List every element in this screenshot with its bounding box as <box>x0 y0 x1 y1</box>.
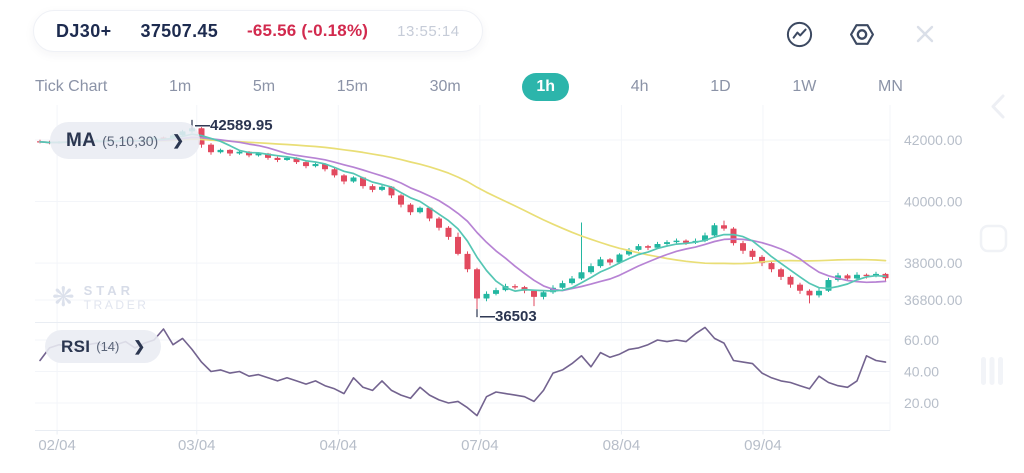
tab-4h[interactable]: 4h <box>630 78 649 95</box>
indicator-icon <box>786 21 812 47</box>
tab-tick-chart[interactable]: Tick Chart <box>35 78 108 95</box>
watermark-line2: TRADER <box>83 298 149 312</box>
tab-mn[interactable]: MN <box>878 78 903 95</box>
date-axis-label: 03/04 <box>178 437 216 454</box>
timeframe-tabs: Tick Chart 1m 5m 15m 30m 1h 4h 1D 1W MN <box>35 71 903 103</box>
settings-button[interactable] <box>847 19 877 49</box>
price-axis-label: 40000.00 <box>904 194 963 210</box>
price-axis-label: 42000.00 <box>904 132 963 148</box>
close-icon <box>916 25 934 43</box>
chevron-right-icon[interactable]: ❯ <box>133 338 146 354</box>
rsi-label: RSI <box>61 336 91 356</box>
snowflake-icon: ❋ <box>52 282 75 312</box>
rsi-params: (14) <box>96 339 120 354</box>
watermark-line1: STAR <box>83 283 135 298</box>
square-tool-icon[interactable] <box>979 224 1008 253</box>
low-annotation: —36503 <box>480 308 537 325</box>
rsi-line <box>39 326 887 417</box>
tab-1h[interactable]: 1h <box>522 73 570 101</box>
date-axis-label: 07/04 <box>461 437 499 454</box>
price-change: -65.56 (-0.18%) <box>247 21 369 40</box>
quote-time: 13:55:14 <box>397 22 460 40</box>
date-axis-label: 09/04 <box>744 437 782 454</box>
last-price: 37507.45 <box>140 20 219 41</box>
ma-indicator-pill[interactable]: MA (5,10,30) ❯ <box>50 122 200 159</box>
tab-1d[interactable]: 1D <box>710 78 731 95</box>
quote-header: DJ30+ 37507.45 -65.56 (-0.18%) 13:55:14 <box>33 10 483 52</box>
ma10-line <box>39 136 887 292</box>
tab-5m[interactable]: 5m <box>252 78 276 95</box>
price-axis-label: 38000.00 <box>904 255 963 271</box>
tab-1m[interactable]: 1m <box>168 78 192 95</box>
rsi-indicator-pill[interactable]: RSI (14) ❯ <box>45 330 162 363</box>
high-annotation: —42589.95 <box>195 117 273 134</box>
bars-tool-icon[interactable] <box>981 357 1003 385</box>
rsi-axis-label: 20.00 <box>904 395 939 411</box>
ma-params: (5,10,30) <box>102 132 159 149</box>
symbol-label: DJ30+ <box>56 20 112 41</box>
price-axis-label: 36800.00 <box>904 292 963 308</box>
date-axis-label: 02/04 <box>38 437 76 454</box>
rsi-axis-label: 40.00 <box>904 364 939 380</box>
close-button[interactable] <box>910 19 940 49</box>
indicator-button[interactable] <box>784 19 814 49</box>
date-axis-label: 08/04 <box>603 437 641 454</box>
rsi-axis-label: 60.00 <box>904 332 939 348</box>
tab-15m[interactable]: 15m <box>336 78 368 95</box>
tab-1w[interactable]: 1W <box>792 78 817 95</box>
collapse-panel-icon[interactable] <box>991 94 1005 119</box>
tab-30m[interactable]: 30m <box>429 78 461 95</box>
ma-label: MA <box>66 129 97 151</box>
settings-icon <box>849 23 874 45</box>
date-axis-label: 04/04 <box>320 437 358 454</box>
chart-toolbar <box>784 19 940 49</box>
chevron-right-icon[interactable]: ❯ <box>172 132 184 148</box>
watermark: ❋ STAR TRADER <box>52 283 149 312</box>
